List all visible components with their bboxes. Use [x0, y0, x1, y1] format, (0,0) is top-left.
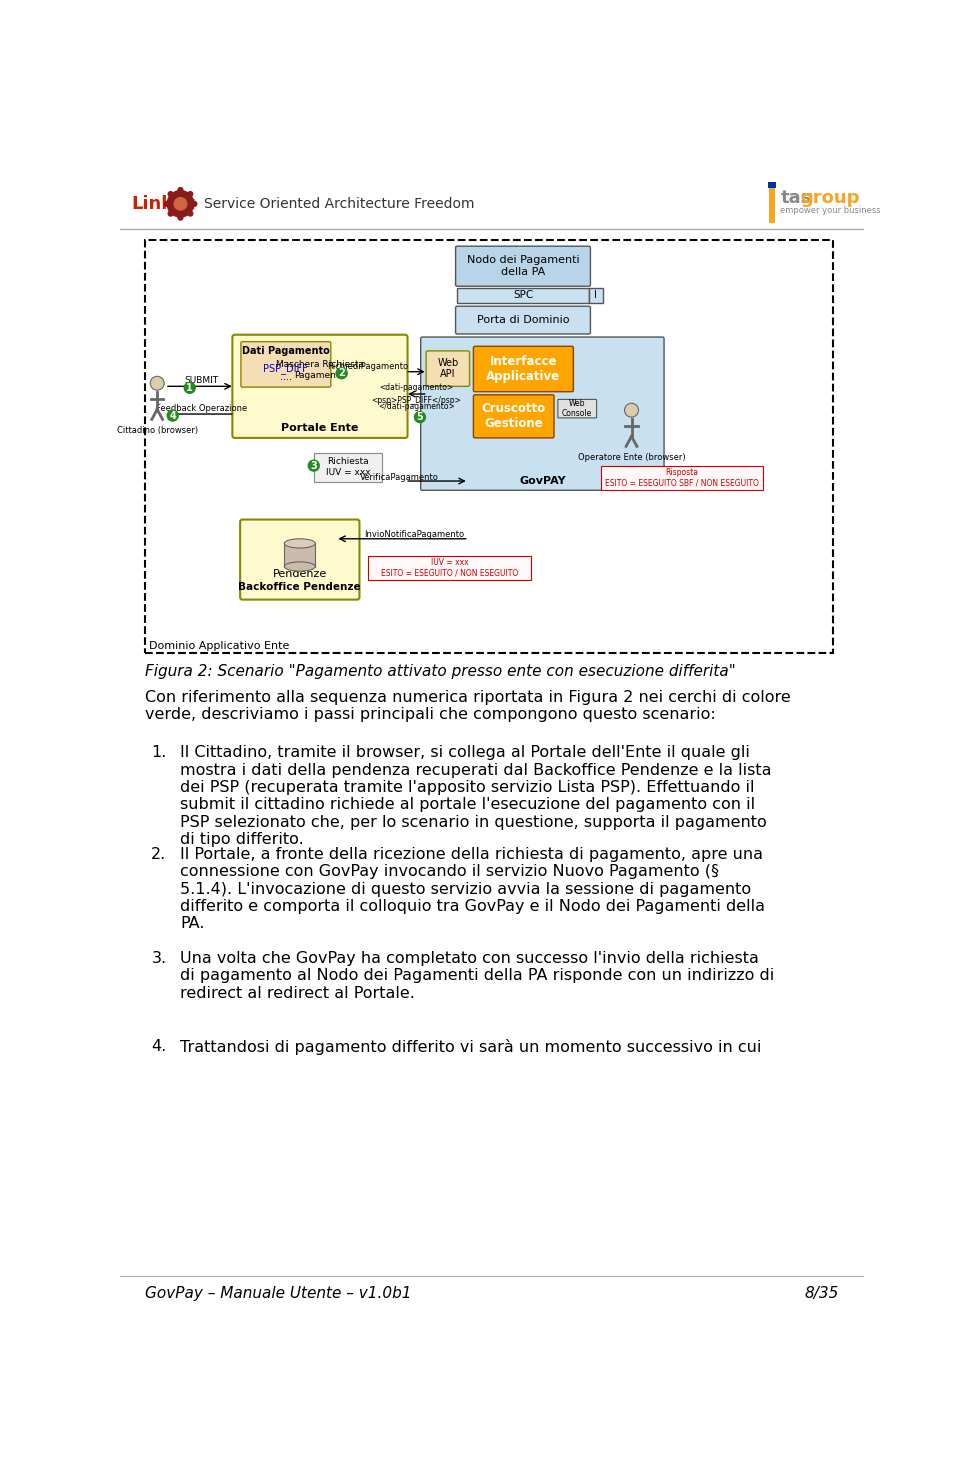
- Text: 8/35: 8/35: [804, 1285, 839, 1302]
- Text: 1: 1: [186, 383, 193, 394]
- Text: 1.: 1.: [151, 746, 166, 761]
- Text: Cruscotto
Gestione: Cruscotto Gestione: [482, 402, 546, 430]
- FancyBboxPatch shape: [241, 342, 331, 388]
- Circle shape: [335, 367, 348, 379]
- Circle shape: [166, 410, 179, 422]
- Circle shape: [625, 404, 638, 417]
- Text: Service Oriented Architecture Freedom: Service Oriented Architecture Freedom: [204, 198, 474, 211]
- Text: Trattandosi di pagamento differito vi sarà un momento successivo in cui: Trattandosi di pagamento differito vi sa…: [180, 1039, 762, 1055]
- Text: ....: ....: [280, 355, 292, 366]
- Text: empower your business: empower your business: [780, 206, 881, 215]
- FancyBboxPatch shape: [232, 335, 408, 438]
- Text: Operatore Ente (browser): Operatore Ente (browser): [578, 454, 685, 463]
- Text: ....: ....: [280, 371, 292, 382]
- Text: 4: 4: [169, 411, 176, 420]
- Circle shape: [187, 192, 193, 198]
- Text: group: group: [801, 190, 860, 208]
- Bar: [368, 556, 531, 581]
- Bar: [601, 466, 763, 491]
- FancyBboxPatch shape: [558, 399, 596, 419]
- Text: Nodo dei Pagamenti
della PA: Nodo dei Pagamenti della PA: [467, 255, 579, 277]
- Text: 2: 2: [338, 368, 345, 379]
- FancyBboxPatch shape: [456, 246, 590, 286]
- Circle shape: [414, 411, 426, 423]
- Bar: [770, 186, 775, 223]
- Text: 2.: 2.: [152, 846, 166, 862]
- Bar: [768, 183, 777, 189]
- Text: Risposta
ESITO = ESEGUITO SBF / NON ESEGUITO: Risposta ESITO = ESEGUITO SBF / NON ESEG…: [605, 469, 758, 488]
- Circle shape: [163, 200, 170, 206]
- Text: RichiediPagamento: RichiediPagamento: [327, 361, 409, 371]
- Text: 3.: 3.: [152, 951, 166, 965]
- FancyBboxPatch shape: [456, 307, 590, 335]
- Circle shape: [178, 187, 183, 193]
- Text: Il Cittadino, tramite il browser, si collega al Portale dell'Ente il quale gli
m: Il Cittadino, tramite il browser, si col…: [180, 746, 772, 848]
- Text: Con riferimento alla sequenza numerica riportata in Figura 2 nei cerchi di color: Con riferimento alla sequenza numerica r…: [145, 690, 790, 722]
- Circle shape: [183, 382, 196, 394]
- Text: </dati-pagamento>: </dati-pagamento>: [378, 402, 455, 411]
- Circle shape: [166, 190, 194, 218]
- Circle shape: [178, 215, 183, 221]
- FancyBboxPatch shape: [473, 346, 573, 392]
- Bar: [588, 287, 603, 304]
- FancyBboxPatch shape: [426, 351, 469, 386]
- Text: Cittadino (browser): Cittadino (browser): [116, 426, 198, 435]
- Circle shape: [167, 192, 174, 198]
- Text: 5: 5: [417, 413, 423, 422]
- Circle shape: [191, 200, 198, 206]
- Text: Richiesta
IUV = xxx: Richiesta IUV = xxx: [325, 457, 371, 478]
- Text: <dati-pagamento>: <dati-pagamento>: [379, 383, 453, 392]
- Text: Una volta che GovPay ha completato con successo l'invio della richiesta
di pagam: Una volta che GovPay ha completato con s…: [180, 951, 775, 1001]
- Text: IUV = xxx
ESITO = ESEGUITO / NON ESEGUITO: IUV = xxx ESITO = ESEGUITO / NON ESEGUIT…: [381, 559, 518, 578]
- Text: VerificaPagamento: VerificaPagamento: [360, 473, 439, 482]
- Text: SUBMIT: SUBMIT: [184, 376, 219, 385]
- Text: <psp>PSP_DIFF</psp>: <psp>PSP_DIFF</psp>: [372, 395, 462, 405]
- Circle shape: [307, 460, 320, 472]
- Text: Web
Console: Web Console: [563, 399, 592, 419]
- Text: Interfacce
Applicative: Interfacce Applicative: [487, 355, 561, 383]
- Circle shape: [187, 211, 193, 217]
- Bar: [457, 287, 588, 304]
- Text: Dati Pagamento: Dati Pagamento: [242, 346, 329, 355]
- Circle shape: [174, 198, 187, 211]
- Text: Feedback Operazione: Feedback Operazione: [156, 404, 247, 413]
- FancyBboxPatch shape: [473, 395, 554, 438]
- Ellipse shape: [284, 562, 315, 570]
- Text: 4.: 4.: [152, 1039, 166, 1054]
- Bar: [145, 240, 833, 653]
- Text: 3: 3: [310, 461, 317, 470]
- Bar: [314, 453, 382, 482]
- Ellipse shape: [284, 539, 315, 548]
- Text: Dominio Applicativo Ente: Dominio Applicativo Ente: [149, 641, 289, 652]
- Text: PSP_DIFF: PSP_DIFF: [263, 363, 308, 374]
- Text: Porta di Dominio: Porta di Dominio: [477, 315, 569, 326]
- Text: Backoffice Pendenze: Backoffice Pendenze: [238, 582, 361, 591]
- Text: InvioNotificaPagamento: InvioNotificaPagamento: [365, 529, 465, 538]
- Text: I: I: [594, 290, 597, 301]
- Text: Maschera Richiesta
Pagamento: Maschera Richiesta Pagamento: [276, 361, 364, 380]
- Text: Pendenze: Pendenze: [273, 569, 327, 579]
- Text: SPC: SPC: [513, 290, 533, 301]
- Text: GovPay – Manuale Utente – v1.0b1: GovPay – Manuale Utente – v1.0b1: [145, 1285, 411, 1302]
- Circle shape: [167, 211, 174, 217]
- Text: GovPAY: GovPAY: [519, 476, 565, 486]
- Circle shape: [150, 376, 164, 391]
- FancyBboxPatch shape: [240, 519, 359, 600]
- FancyBboxPatch shape: [420, 338, 664, 491]
- Text: ....: ....: [412, 389, 421, 398]
- Text: Link.it: Link.it: [132, 195, 196, 212]
- Text: tas: tas: [780, 190, 811, 208]
- Bar: [284, 544, 315, 566]
- Text: Portale Ente: Portale Ente: [281, 423, 359, 433]
- Text: Web
API: Web API: [437, 358, 459, 379]
- Text: Figura 2: Scenario "Pagamento attivato presso ente con esecuzione differita": Figura 2: Scenario "Pagamento attivato p…: [145, 663, 735, 678]
- Text: Il Portale, a fronte della ricezione della richiesta di pagamento, apre una
conn: Il Portale, a fronte della ricezione del…: [180, 846, 765, 932]
